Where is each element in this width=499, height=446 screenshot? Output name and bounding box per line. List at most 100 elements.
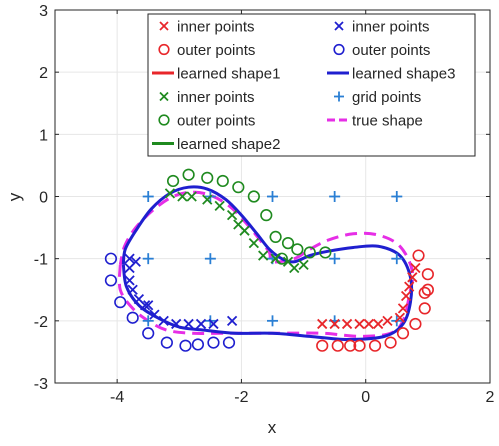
point-grid-points <box>142 191 154 202</box>
x-axis-label: x <box>268 418 277 437</box>
point-inner-points <box>394 312 406 323</box>
point-grid-points <box>142 253 154 265</box>
legend-entry: learned shape3 <box>327 66 455 83</box>
legend-entry: learned shape1 <box>152 66 280 83</box>
point-outer-points <box>421 268 434 281</box>
axis-ticks: -4 -2 0 2 -3 -2 -1 0 1 2 3 <box>34 3 495 406</box>
curve-learned-shape3 <box>121 185 414 341</box>
legend-label: inner points <box>177 19 255 36</box>
point-inner-points <box>404 281 415 292</box>
y-tick-label: -1 <box>34 252 48 269</box>
curves <box>117 185 415 341</box>
point-outer-points <box>104 252 118 265</box>
x-tick-label: -4 <box>110 389 124 406</box>
point-inner-points <box>214 200 225 211</box>
point-outer-points <box>368 339 382 352</box>
point-grid-points <box>391 191 403 202</box>
legend: inner points inner points outer points oute… <box>147 13 476 157</box>
point-outer-points <box>269 230 282 244</box>
point-outer-points <box>418 302 431 315</box>
y-tick-label: 0 <box>39 190 48 207</box>
legend-label: learned shape3 <box>352 66 455 83</box>
legend-label: outer points <box>177 113 255 130</box>
point-outer-points <box>418 286 431 299</box>
point-outer-points <box>126 311 139 324</box>
point-outer-points <box>222 336 236 349</box>
point-outer-points <box>421 283 434 296</box>
point-outer-points <box>201 171 214 184</box>
point-inner-points <box>177 191 188 202</box>
point-outer-points <box>412 249 425 262</box>
x-tick-label: 2 <box>486 389 495 406</box>
y-tick-label: 3 <box>39 3 48 20</box>
legend-label: outer points <box>177 42 255 59</box>
point-inner-points <box>124 253 135 264</box>
legend-entry: inner points <box>159 89 255 106</box>
point-outer-points <box>160 336 173 349</box>
point-outer-points <box>275 252 288 265</box>
y-tick-label: -3 <box>34 376 48 393</box>
point-inner-points <box>124 262 135 274</box>
point-grid-points <box>267 191 278 202</box>
point-grid-points <box>142 315 154 327</box>
legend-entry: learned shape2 <box>152 136 280 153</box>
point-inner-points <box>248 237 259 249</box>
y-tick-label: 2 <box>39 65 48 82</box>
point-outer-points <box>247 190 260 203</box>
legend-swatch <box>158 114 170 126</box>
point-outer-points <box>114 296 127 309</box>
point-inner-points <box>226 315 238 326</box>
point-inner-points <box>298 259 309 271</box>
point-inner-points <box>183 318 194 330</box>
legend-swatch <box>333 43 345 56</box>
legend-swatch <box>334 21 344 31</box>
legend-entry: inner points <box>334 19 430 36</box>
legend-label: outer points <box>352 42 430 59</box>
point-inner-points <box>202 194 213 205</box>
legend-entry: outer points <box>158 113 255 130</box>
legend-label: inner points <box>352 19 430 36</box>
point-grid-points <box>204 253 216 265</box>
point-outer-points <box>179 339 192 352</box>
point-outer-points <box>207 336 220 349</box>
legend-label: learned shape1 <box>177 66 280 83</box>
point-outer-points <box>291 243 304 256</box>
point-grid-points <box>329 191 341 202</box>
point-inner-points <box>186 191 197 202</box>
legend-swatch <box>158 43 170 56</box>
point-inner-points <box>149 309 160 320</box>
point-inner-points <box>289 262 300 274</box>
point-inner-points <box>258 250 269 261</box>
point-outer-points <box>142 327 155 340</box>
legend-label: grid points <box>352 89 421 106</box>
point-inner-points <box>195 318 207 330</box>
point-inner-points <box>158 315 169 326</box>
point-outer-points <box>182 168 195 181</box>
legend-entry: inner points <box>159 19 255 36</box>
x-tick-label: 0 <box>361 389 370 406</box>
point-inner-points <box>382 315 393 326</box>
legend-entry: true shape <box>327 113 423 130</box>
point-inner-points <box>329 318 340 330</box>
point-outer-points <box>232 181 245 194</box>
point-inner-points <box>363 318 374 330</box>
y-tick-label: 1 <box>39 127 48 144</box>
point-inner-points <box>226 210 238 221</box>
y-axis-label: y <box>5 192 24 201</box>
point-inner-points <box>397 303 409 314</box>
point-inner-points <box>143 300 154 311</box>
legend-entry: outer points <box>333 42 430 59</box>
point-outer-points <box>331 339 344 352</box>
legend-swatch <box>159 21 169 31</box>
point-inner-points <box>124 275 135 286</box>
curve-true-shape <box>117 190 415 338</box>
data-points <box>104 168 434 352</box>
legend-box <box>147 13 476 157</box>
point-grid-points <box>329 253 341 265</box>
legend-label: learned shape2 <box>177 136 280 153</box>
point-outer-points <box>281 237 295 250</box>
point-outer-points <box>344 339 357 352</box>
point-outer-points <box>409 317 422 331</box>
